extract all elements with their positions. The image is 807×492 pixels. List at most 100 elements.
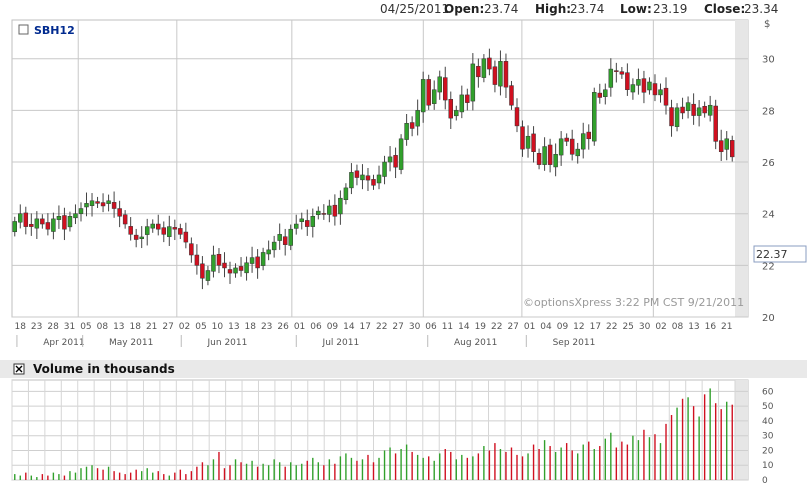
candle-body	[255, 256, 260, 269]
low-value: 23.19	[653, 2, 687, 16]
x-day-label: 08	[672, 322, 684, 332]
quote-date: 04/25/2011	[380, 2, 449, 16]
x-day-label: 23	[31, 322, 42, 332]
candle-body	[470, 63, 476, 102]
x-day-label: 09	[327, 322, 339, 332]
candle-body	[360, 174, 365, 181]
x-day-label: 13	[113, 322, 124, 332]
high-label: High:	[535, 2, 571, 16]
candle-body	[249, 257, 255, 264]
candle-body	[354, 170, 360, 178]
candle-body	[492, 66, 498, 85]
candle-body	[409, 122, 415, 129]
volume-title-bar	[0, 360, 807, 378]
x-day-label: 17	[590, 322, 601, 332]
candle-body	[520, 126, 525, 150]
candle-body	[498, 61, 503, 87]
candle-body	[702, 106, 707, 114]
candle-body	[481, 58, 487, 78]
candle-body	[51, 218, 56, 232]
x-day-label: 17	[360, 322, 371, 332]
x-month-label: Jul 2011	[322, 338, 360, 348]
candle-body	[349, 172, 354, 189]
candle-body	[78, 208, 84, 214]
candle-body	[437, 76, 442, 93]
candle-body	[431, 89, 437, 104]
volume-tick-label: 60	[762, 387, 774, 397]
x-month-label: May 2011	[109, 338, 153, 348]
candle-body	[503, 61, 509, 88]
candle-body	[636, 79, 641, 86]
x-day-label: 02	[655, 322, 666, 332]
candle-body	[211, 254, 216, 272]
x-day-label: 27	[507, 322, 518, 332]
candle-body	[45, 222, 51, 230]
candle-body	[106, 200, 111, 204]
candle-body	[393, 155, 398, 168]
candle-body	[343, 187, 349, 200]
candle-body	[365, 175, 371, 181]
price-tick-label: 26	[762, 158, 775, 169]
candle-body	[531, 133, 536, 152]
candle-body	[730, 140, 735, 158]
candle-body	[18, 213, 23, 223]
volume-tick-label: 30	[762, 432, 774, 442]
candle-body	[525, 135, 531, 149]
x-day-label: 27	[392, 322, 403, 332]
close-value: 23.34	[744, 2, 778, 16]
price-tick-label: 28	[762, 106, 775, 117]
price-tick-label: 20	[762, 313, 775, 324]
x-month-label: Sep 2011	[553, 338, 596, 348]
candle-body	[95, 201, 100, 204]
candle-body	[172, 227, 178, 230]
candle-body	[387, 156, 393, 163]
candle-body	[205, 270, 211, 281]
candle-body	[487, 57, 492, 70]
candle-body	[669, 107, 674, 127]
candle-body	[139, 236, 144, 239]
candle-body	[310, 216, 316, 227]
candle-body	[630, 84, 636, 93]
candle-body	[161, 227, 167, 235]
candle-body	[12, 221, 17, 233]
candle-body	[23, 212, 29, 227]
candle-body	[117, 208, 122, 217]
candle-body	[696, 107, 702, 116]
x-day-label: 04	[540, 322, 552, 332]
candle-body	[299, 218, 304, 222]
x-day-label: 31	[64, 322, 75, 332]
x-day-label: 09	[557, 322, 569, 332]
candle-body	[382, 161, 387, 177]
candle-body	[233, 267, 238, 274]
open-value: 23.74	[484, 2, 518, 16]
low-label: Low:	[620, 2, 652, 16]
candle-body	[641, 78, 647, 93]
price-axis-unit: $	[764, 19, 770, 30]
candle-body	[547, 144, 553, 165]
close-label: Close:	[704, 2, 745, 16]
candle-body	[244, 262, 249, 274]
candle-body	[592, 92, 597, 142]
candle-body	[338, 197, 343, 215]
x-day-label: 21	[146, 322, 157, 332]
x-day-label: 02	[179, 322, 190, 332]
candle-body	[724, 138, 729, 150]
candle-body	[266, 249, 271, 255]
x-day-label: 28	[47, 322, 59, 332]
candle-body	[652, 83, 658, 96]
price-plot-area	[11, 19, 749, 318]
x-day-label: 05	[195, 322, 206, 332]
candle-body	[514, 107, 520, 127]
candle-body	[271, 241, 277, 251]
x-day-label: 01	[294, 322, 305, 332]
candle-body	[603, 89, 608, 97]
candle-body	[580, 133, 586, 150]
candle-body	[150, 223, 155, 229]
candle-body	[459, 94, 465, 113]
candle-body	[685, 102, 691, 111]
x-day-label: 13	[228, 322, 239, 332]
x-day-label: 18	[130, 322, 142, 332]
candle-body	[465, 94, 470, 103]
candle-body	[718, 140, 724, 152]
symbol-checkbox[interactable]	[18, 24, 29, 35]
